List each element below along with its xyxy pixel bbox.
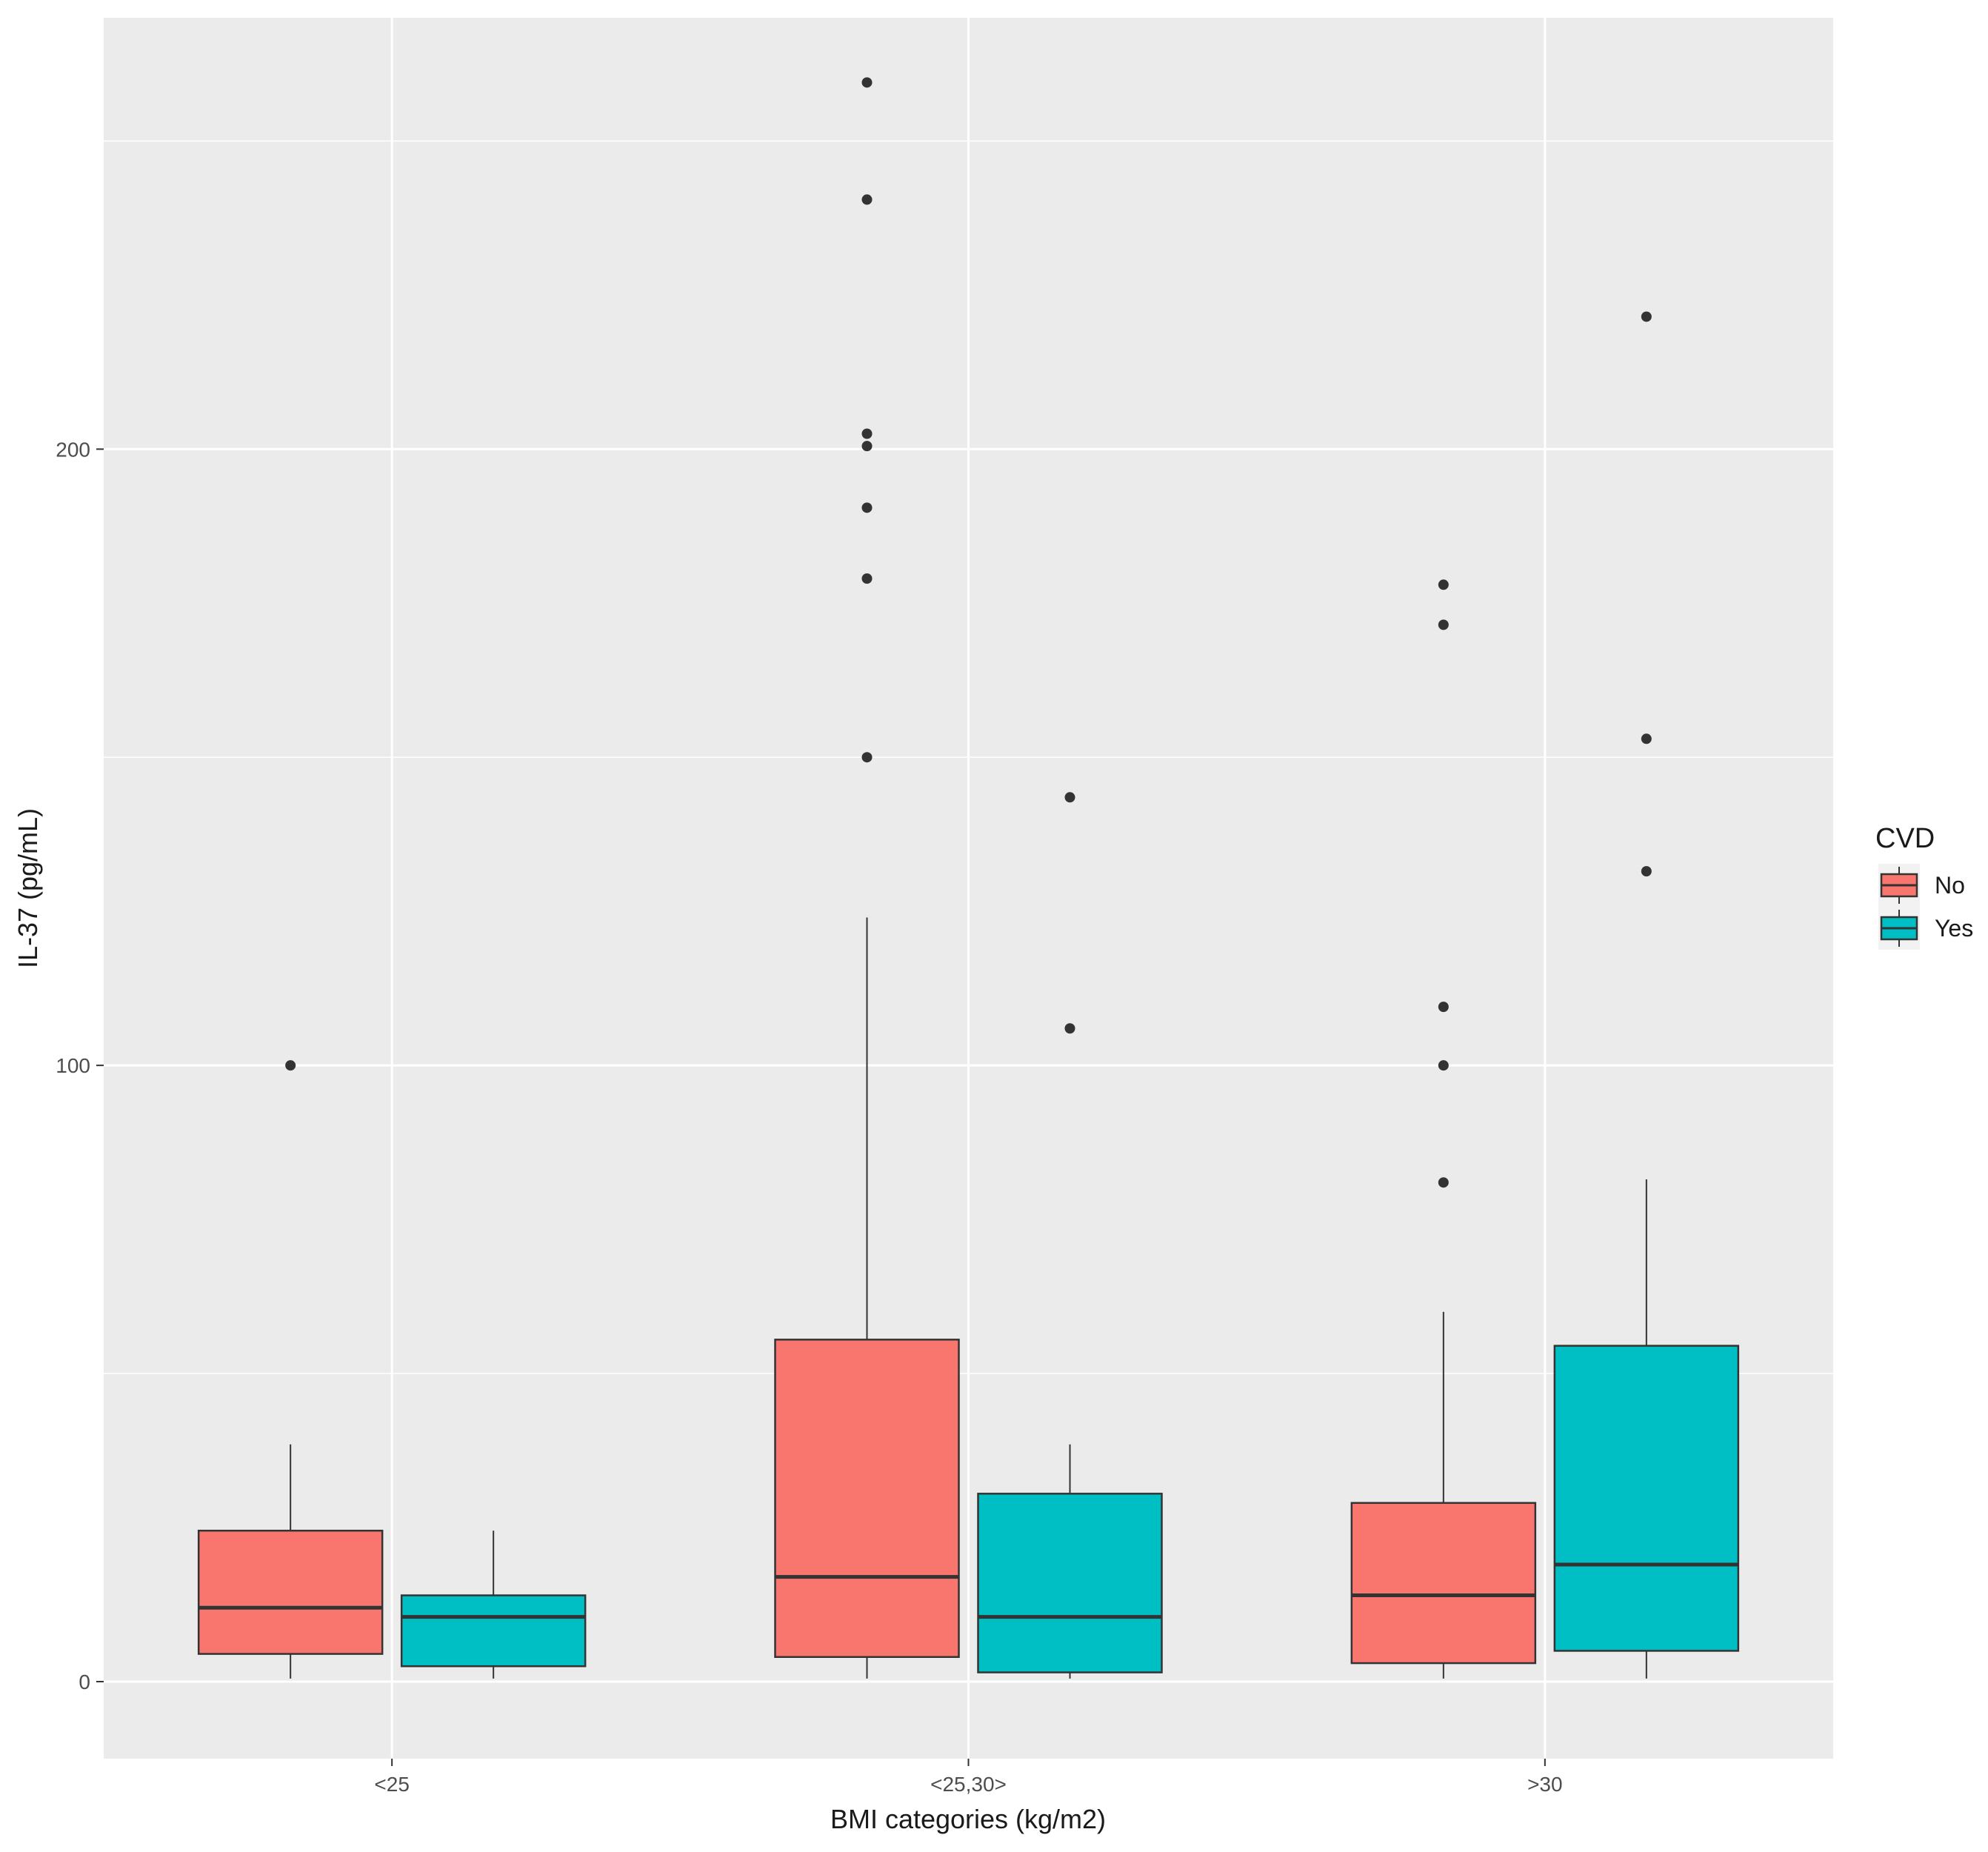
outlier-point-1 bbox=[861, 573, 873, 584]
outlier-point-4 bbox=[1438, 579, 1449, 590]
y-axis-title: IL-37 (pg/mL) bbox=[13, 808, 43, 968]
y-tick-label-0: 0 bbox=[79, 1671, 90, 1693]
box-yes-0 bbox=[400, 1530, 587, 1679]
outlier-point-2 bbox=[1438, 1002, 1449, 1013]
outlier-point-0 bbox=[1641, 866, 1652, 877]
box-iqr bbox=[197, 1529, 384, 1655]
axes: BMI categories (kg/m2) IL-37 (pg/mL) 0 10… bbox=[13, 438, 1563, 1834]
legend-label-yes: Yes bbox=[1935, 915, 1973, 942]
outlier-point-0 bbox=[285, 1060, 296, 1071]
box-iqr bbox=[774, 1339, 960, 1658]
x-axis-title: BMI categories (kg/m2) bbox=[830, 1804, 1106, 1834]
box-series bbox=[197, 77, 1740, 1679]
x-tick-label-1: <25,30> bbox=[930, 1773, 1007, 1796]
legend-label-no: No bbox=[1935, 872, 1965, 899]
box-yes-2 bbox=[1553, 311, 1740, 1679]
legend-item-yes: Yes bbox=[1878, 907, 1973, 950]
legend-item-no: No bbox=[1878, 864, 1965, 907]
outlier-point-3 bbox=[1438, 619, 1449, 630]
outlier-point-6 bbox=[861, 77, 873, 88]
outlier-point-1 bbox=[1064, 792, 1075, 803]
grid-lines bbox=[104, 18, 1833, 1759]
box-no-1 bbox=[774, 77, 960, 1679]
outlier-point-2 bbox=[1641, 311, 1652, 322]
box-yes-1 bbox=[977, 792, 1163, 1679]
outlier-point-2 bbox=[861, 502, 873, 513]
outlier-point-0 bbox=[1064, 1023, 1075, 1034]
outlier-point-4 bbox=[861, 428, 873, 439]
outlier-point-1 bbox=[1438, 1060, 1449, 1071]
box-iqr bbox=[1350, 1502, 1537, 1665]
box-no-0 bbox=[197, 1060, 384, 1679]
box-iqr bbox=[1553, 1345, 1740, 1652]
box-iqr bbox=[977, 1493, 1163, 1673]
outlier-point-0 bbox=[1438, 1177, 1449, 1188]
legend-title: CVD bbox=[1875, 823, 1935, 854]
x-tick-label-0: <25 bbox=[374, 1773, 410, 1796]
outlier-point-0 bbox=[861, 752, 873, 763]
box-no-2 bbox=[1350, 579, 1537, 1679]
outlier-point-1 bbox=[1641, 733, 1652, 745]
y-tick-label-100: 100 bbox=[56, 1054, 90, 1077]
x-tick-label-2: >30 bbox=[1527, 1773, 1563, 1796]
outlier-point-5 bbox=[861, 194, 873, 205]
legend: CVD No Yes bbox=[1875, 823, 1973, 950]
outlier-point-3 bbox=[861, 441, 873, 452]
y-tick-label-200: 200 bbox=[56, 438, 90, 461]
box-iqr bbox=[400, 1594, 587, 1668]
